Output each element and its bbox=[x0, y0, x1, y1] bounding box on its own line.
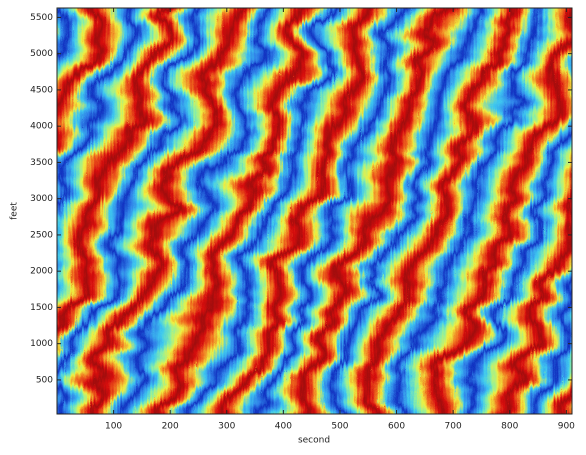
x-tick-label: 800 bbox=[501, 422, 518, 432]
x-tick-label: 200 bbox=[162, 422, 179, 432]
y-tick-label: 5500 bbox=[30, 13, 53, 23]
x-tick-label: 900 bbox=[558, 422, 575, 432]
y-axis-label: feet bbox=[10, 202, 20, 220]
x-tick-label: 700 bbox=[445, 422, 462, 432]
x-tick-label: 100 bbox=[105, 422, 122, 432]
x-axis-label: second bbox=[298, 436, 330, 446]
y-tick-label: 1000 bbox=[30, 339, 53, 349]
y-tick-label: 3500 bbox=[30, 158, 53, 168]
y-tick-label: 2000 bbox=[30, 267, 53, 277]
heatmap-image bbox=[0, 0, 586, 451]
x-tick-label: 600 bbox=[388, 422, 405, 432]
heatmap bbox=[0, 0, 586, 451]
y-tick-label: 500 bbox=[36, 375, 53, 385]
y-tick-label: 4500 bbox=[30, 85, 53, 95]
x-tick-label: 500 bbox=[331, 422, 348, 432]
y-tick-label: 4000 bbox=[30, 122, 53, 132]
x-tick-label: 400 bbox=[275, 422, 292, 432]
y-tick-label: 2500 bbox=[30, 230, 53, 240]
y-tick-label: 5000 bbox=[30, 49, 53, 59]
y-tick-label: 3000 bbox=[30, 194, 53, 204]
chart: second feet 100 200 300 400 500 600 700 800 900 5… bbox=[0, 0, 586, 451]
y-tick-label: 1500 bbox=[30, 303, 53, 313]
x-tick-label: 300 bbox=[218, 422, 235, 432]
